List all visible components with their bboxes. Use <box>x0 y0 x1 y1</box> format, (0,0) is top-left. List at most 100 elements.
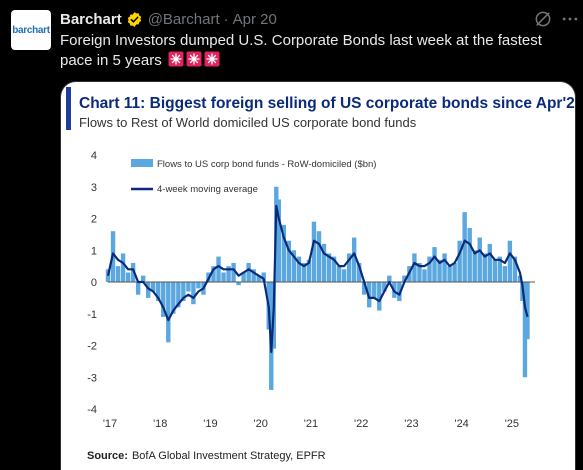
flow-bar <box>372 282 377 298</box>
flow-bar <box>306 259 312 282</box>
more-options-icon[interactable] <box>560 9 580 29</box>
flow-bar <box>216 256 221 282</box>
flow-bar <box>452 262 457 282</box>
flow-bar <box>336 266 342 282</box>
x-tick-label: '24 <box>454 418 468 430</box>
y-tick-label: 0 <box>91 277 97 289</box>
flow-bar <box>256 275 261 282</box>
flow-bar <box>326 253 332 282</box>
flow-bar <box>467 228 472 282</box>
flow-bar <box>341 269 347 282</box>
siren-icon <box>204 51 220 67</box>
flow-bar <box>427 256 432 282</box>
bar-series <box>105 186 530 390</box>
flow-bar <box>226 266 231 282</box>
y-tick-label: 4 <box>91 150 97 162</box>
flow-bar <box>346 253 352 282</box>
x-tick-label: '21 <box>304 418 318 430</box>
source-text: BofA Global Investment Strategy, EPFR <box>132 450 326 462</box>
flow-bar <box>402 275 407 282</box>
flow-bar <box>525 282 530 340</box>
flow-bar <box>512 256 518 282</box>
flow-bar <box>507 240 513 282</box>
flow-bar <box>276 199 281 282</box>
flow-bar <box>492 259 498 282</box>
flow-bar <box>377 282 382 311</box>
verified-badge-icon <box>127 11 141 27</box>
source-label: Source: <box>87 450 128 462</box>
flow-bar <box>362 282 367 295</box>
legend-label-flows: Flows to US corp bond funds - RoW-domici… <box>157 159 376 170</box>
x-tick-label: '25 <box>505 418 519 430</box>
tweet-header: Barchart @Barchart · Apr 20 <box>60 8 523 30</box>
flow-bar <box>497 256 503 282</box>
flow-bar <box>221 272 226 282</box>
flow-bar <box>321 243 327 282</box>
avatar-logo-text: barchart <box>12 24 50 36</box>
y-tick-label: -3 <box>87 372 97 384</box>
flow-bar <box>457 240 462 282</box>
flow-bar <box>462 212 467 282</box>
chart: Chart 11: Biggest foreign selling of US … <box>66 87 575 462</box>
x-tick-label: '18 <box>153 418 167 430</box>
tweet-text: Foreign Investors dumped U.S. Corporate … <box>60 31 560 71</box>
flow-bar <box>176 282 181 308</box>
flow-bar <box>115 266 121 282</box>
flow-bar <box>286 240 292 282</box>
flow-bar <box>151 282 156 292</box>
flow-bar <box>296 256 302 282</box>
y-axis-ticks: 4 3 2 1 0 -1 -2 -3 -4 <box>87 150 97 416</box>
flow-bar <box>382 282 387 292</box>
flow-bar <box>412 253 417 282</box>
source-line: Source: BofA Global Investment Strategy, … <box>87 450 326 462</box>
flow-bar <box>156 282 161 302</box>
author-handle[interactable]: @Barchart <box>147 10 220 28</box>
flow-bar <box>231 262 236 282</box>
siren-icon <box>186 51 202 67</box>
tweet-body: Foreign Investors dumped U.S. Corporate … <box>60 32 542 69</box>
flow-bar <box>311 221 317 282</box>
flow-bar <box>166 282 171 343</box>
flow-bar <box>130 262 136 282</box>
flow-bar <box>517 275 523 282</box>
flow-bar <box>246 262 251 282</box>
flow-bar <box>472 250 477 282</box>
avatar[interactable]: barchart <box>11 10 51 50</box>
flow-bar <box>482 253 487 282</box>
flow-bar <box>417 262 422 282</box>
tweet-media-image[interactable]: Chart 11: Biggest foreign selling of US … <box>60 81 576 470</box>
flow-bar <box>301 262 307 282</box>
y-tick-label: -4 <box>87 404 97 416</box>
x-tick-label: '22 <box>354 418 368 430</box>
title-accent-bar <box>66 87 71 130</box>
moving-average-line <box>106 204 529 353</box>
flow-bar <box>442 253 447 282</box>
siren-icon <box>168 51 184 67</box>
flow-bar <box>397 282 402 302</box>
y-tick-label: 1 <box>91 245 97 257</box>
y-tick-label: -1 <box>87 309 97 321</box>
author-name[interactable]: Barchart <box>60 10 122 28</box>
chart-title: Chart 11: Biggest foreign selling of US … <box>79 95 575 112</box>
y-tick-label: 3 <box>91 182 97 194</box>
tweet-date[interactable]: Apr 20 <box>232 10 277 28</box>
flow-bar <box>281 224 287 282</box>
flow-bar <box>161 282 166 317</box>
flow-bar <box>191 282 196 305</box>
flow-bar <box>120 253 126 282</box>
flow-bar <box>437 259 442 282</box>
flow-bar <box>186 282 191 292</box>
flow-bar <box>135 282 141 295</box>
x-tick-label: '17 <box>103 418 117 430</box>
grok-icon[interactable] <box>533 9 553 29</box>
flow-bar <box>422 269 427 282</box>
x-tick-label: '20 <box>254 418 268 430</box>
legend-label-ma: 4-week moving average <box>157 184 258 195</box>
flow-bar <box>522 282 528 378</box>
flow-bar <box>291 250 297 282</box>
flow-bar <box>432 247 437 282</box>
flow-bar <box>236 282 241 286</box>
x-tick-label: '19 <box>203 418 217 430</box>
flow-bar <box>316 231 322 282</box>
flow-bar <box>502 266 508 282</box>
